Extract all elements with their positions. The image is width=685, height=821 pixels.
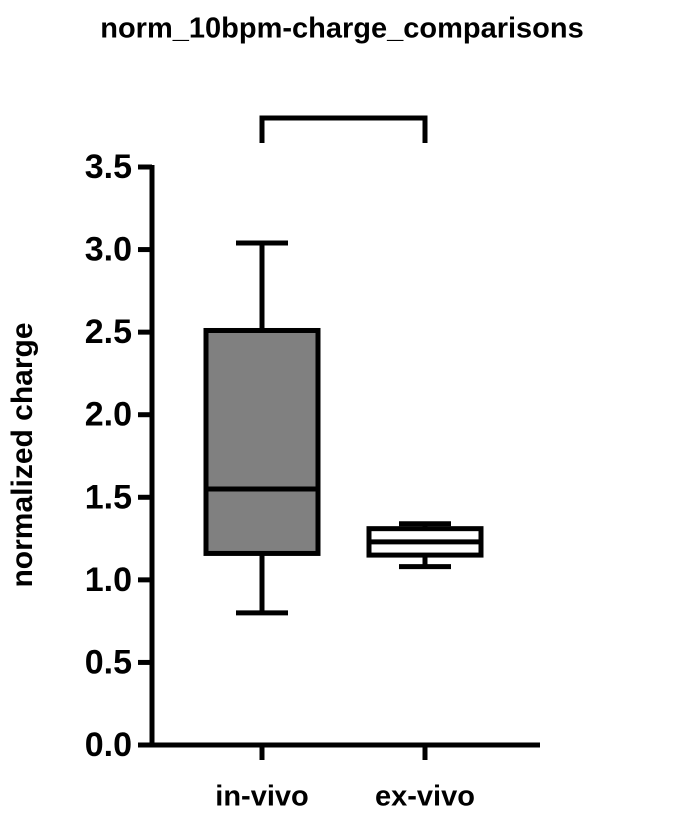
- comparison-bracket: [259, 115, 428, 143]
- chart-title: norm_10bpm-charge_comparisons: [100, 13, 583, 45]
- y-tick-label: 3.0: [85, 231, 132, 269]
- box: [203, 327, 321, 556]
- x-tick-label: in-vivo: [215, 781, 308, 813]
- y-tick-label: 1.0: [85, 561, 132, 599]
- y-tick-label: 3.5: [85, 148, 132, 186]
- y-tick-label: 0.0: [85, 726, 132, 764]
- y-tick-label: 1.5: [85, 478, 132, 516]
- y-tick-label: 0.5: [85, 643, 132, 681]
- y-tick-label: 2.0: [85, 396, 132, 434]
- y-tick-label: 2.5: [85, 313, 132, 351]
- x-tick-label: ex-vivo: [375, 781, 475, 813]
- y-axis-label: normalized charge: [6, 322, 39, 587]
